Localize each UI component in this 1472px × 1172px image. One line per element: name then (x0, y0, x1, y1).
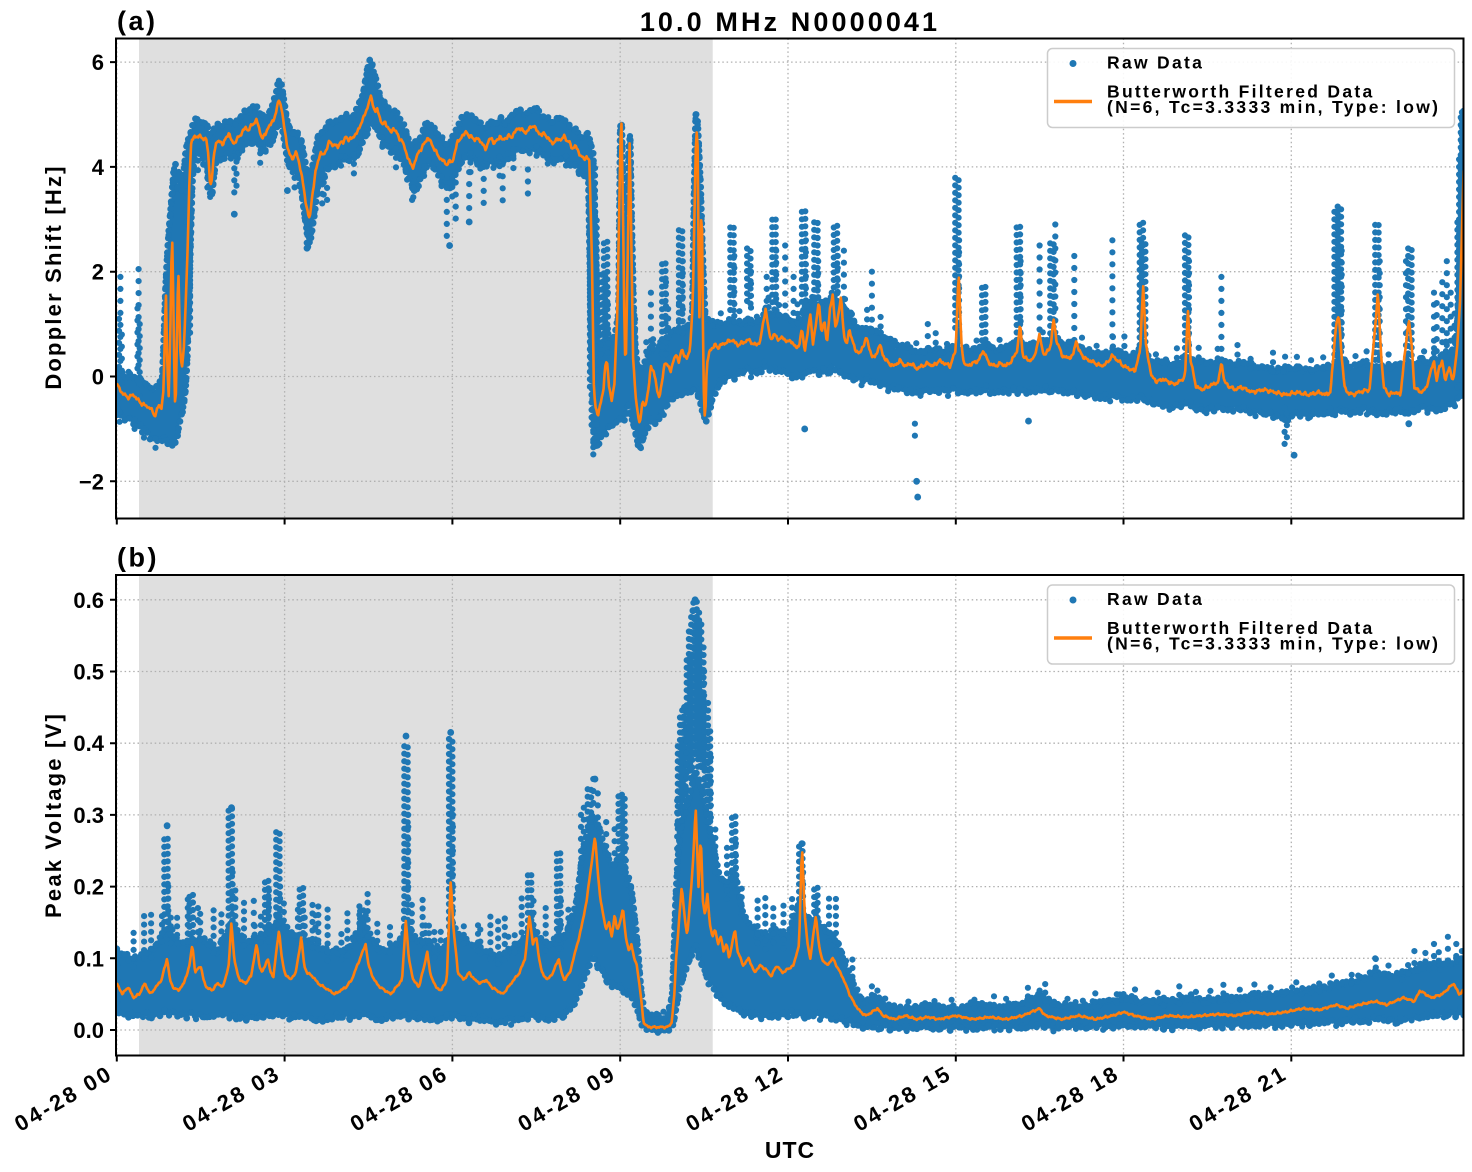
svg-text:(b): (b) (117, 543, 159, 573)
svg-text:0.1: 0.1 (73, 946, 104, 971)
svg-text:0.4: 0.4 (73, 731, 104, 756)
svg-text:0.2: 0.2 (73, 875, 104, 900)
svg-text:2: 2 (92, 260, 104, 285)
svg-text:0.5: 0.5 (73, 660, 104, 685)
svg-text:Doppler Shift [Hz]: Doppler Shift [Hz] (41, 164, 66, 389)
svg-text:0.6: 0.6 (73, 588, 104, 613)
svg-text:0.0: 0.0 (73, 1018, 104, 1043)
svg-text:Raw Data: Raw Data (1107, 589, 1204, 609)
svg-text:UTC: UTC (765, 1137, 815, 1163)
svg-text:(N=6, Tc=3.3333 min, Type: low: (N=6, Tc=3.3333 min, Type: low) (1107, 97, 1440, 117)
svg-text:Butterworth Filtered Data: Butterworth Filtered Data (1107, 618, 1375, 638)
svg-text:Peak Voltage [V]: Peak Voltage [V] (41, 712, 66, 918)
svg-text:Raw Data: Raw Data (1107, 53, 1204, 73)
svg-text:10.0 MHz N0000041: 10.0 MHz N0000041 (640, 7, 940, 37)
svg-text:−2: −2 (79, 469, 104, 494)
svg-text:0: 0 (92, 365, 104, 390)
svg-text:0.3: 0.3 (73, 803, 104, 828)
svg-text:(a): (a) (117, 6, 158, 36)
svg-text:4: 4 (92, 155, 105, 180)
svg-text:Butterworth Filtered Data: Butterworth Filtered Data (1107, 82, 1375, 102)
svg-text:6: 6 (92, 50, 104, 75)
svg-text:(N=6, Tc=3.3333 min, Type: low: (N=6, Tc=3.3333 min, Type: low) (1107, 634, 1440, 654)
